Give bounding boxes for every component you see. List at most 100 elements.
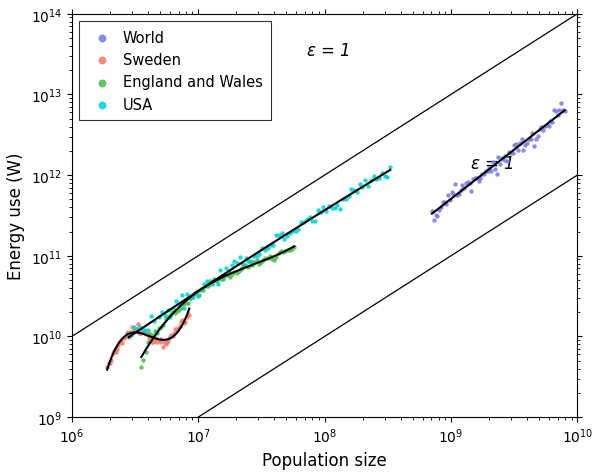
USA	[330, 205, 340, 212]
World	[431, 212, 440, 219]
USA	[322, 208, 331, 215]
USA	[260, 246, 270, 254]
Sweden	[127, 324, 137, 332]
Sweden	[146, 335, 155, 343]
England and Wales	[230, 268, 239, 276]
England and Wales	[289, 244, 299, 251]
England and Wales	[136, 364, 146, 371]
USA	[127, 332, 136, 339]
England and Wales	[232, 269, 241, 277]
World	[483, 168, 493, 176]
World	[522, 140, 532, 148]
England and Wales	[209, 275, 219, 283]
World	[560, 108, 569, 116]
World	[461, 179, 471, 187]
World	[494, 154, 503, 162]
World	[458, 182, 467, 189]
Sweden	[160, 338, 169, 346]
World	[465, 179, 475, 187]
England and Wales	[143, 339, 153, 347]
USA	[313, 207, 323, 215]
World	[433, 213, 442, 221]
USA	[152, 329, 161, 337]
World	[511, 141, 521, 149]
Sweden	[182, 314, 191, 321]
England and Wales	[274, 249, 283, 257]
England and Wales	[272, 253, 281, 261]
USA	[202, 278, 211, 286]
England and Wales	[227, 271, 237, 278]
World	[544, 122, 553, 130]
World	[508, 150, 517, 158]
England and Wales	[238, 262, 248, 270]
England and Wales	[174, 307, 184, 314]
World	[470, 175, 480, 182]
World	[497, 155, 507, 162]
USA	[132, 326, 142, 334]
USA	[232, 260, 242, 268]
USA	[135, 323, 145, 331]
Sweden	[149, 337, 159, 345]
USA	[196, 287, 206, 294]
England and Wales	[243, 264, 253, 271]
England and Wales	[157, 323, 166, 331]
Sweden	[113, 342, 123, 349]
Sweden	[126, 329, 136, 337]
World	[515, 140, 524, 148]
Sweden	[161, 340, 170, 348]
USA	[383, 174, 392, 181]
England and Wales	[183, 300, 193, 307]
England and Wales	[167, 308, 177, 316]
World	[442, 200, 451, 208]
Sweden	[157, 336, 166, 343]
England and Wales	[256, 259, 266, 267]
Sweden	[112, 345, 122, 353]
USA	[230, 258, 239, 266]
Sweden	[181, 319, 190, 327]
USA	[238, 261, 248, 268]
Sweden	[169, 329, 179, 337]
USA	[338, 196, 348, 204]
England and Wales	[185, 294, 195, 302]
World	[434, 207, 444, 214]
USA	[355, 181, 364, 189]
World	[531, 136, 541, 144]
World	[490, 166, 500, 174]
Legend: World, Sweden, England and Wales, USA: World, Sweden, England and Wales, USA	[79, 22, 271, 121]
Sweden	[151, 335, 161, 342]
World	[554, 107, 564, 115]
World	[487, 168, 496, 175]
USA	[344, 192, 353, 200]
World	[447, 188, 457, 196]
World	[558, 107, 568, 114]
Sweden	[121, 333, 130, 341]
England and Wales	[196, 286, 206, 294]
USA	[249, 253, 259, 261]
USA	[371, 176, 381, 183]
USA	[143, 327, 153, 334]
World	[526, 136, 535, 143]
World	[504, 149, 514, 157]
World	[436, 204, 446, 211]
USA	[358, 184, 367, 191]
Sweden	[185, 312, 194, 319]
Sweden	[179, 319, 188, 327]
USA	[335, 206, 345, 213]
USA	[341, 196, 350, 204]
World	[556, 99, 566, 107]
USA	[246, 257, 256, 265]
Sweden	[119, 335, 128, 342]
England and Wales	[172, 308, 182, 316]
World	[499, 157, 509, 165]
World	[496, 161, 505, 169]
World	[452, 191, 462, 199]
England and Wales	[265, 252, 275, 260]
England and Wales	[163, 313, 173, 321]
USA	[285, 230, 295, 238]
Sweden	[107, 357, 116, 364]
England and Wales	[263, 255, 272, 262]
Sweden	[142, 331, 151, 338]
Sweden	[152, 339, 162, 347]
England and Wales	[145, 330, 155, 338]
Sweden	[165, 333, 175, 341]
